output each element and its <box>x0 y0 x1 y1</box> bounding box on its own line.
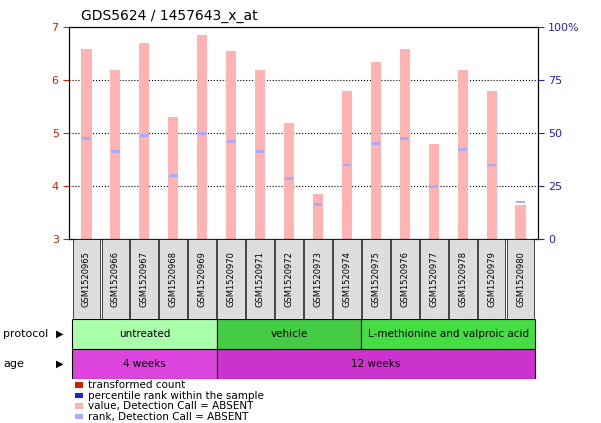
FancyBboxPatch shape <box>275 239 303 319</box>
Bar <box>371 143 380 145</box>
FancyBboxPatch shape <box>333 239 361 319</box>
FancyBboxPatch shape <box>73 239 100 319</box>
Bar <box>313 194 323 239</box>
Text: GSM1520975: GSM1520975 <box>371 251 380 307</box>
Bar <box>140 135 148 137</box>
Text: GSM1520979: GSM1520979 <box>487 251 496 307</box>
FancyBboxPatch shape <box>391 239 419 319</box>
FancyBboxPatch shape <box>449 239 477 319</box>
Bar <box>227 140 236 143</box>
Bar <box>459 148 467 151</box>
Text: GSM1520980: GSM1520980 <box>516 251 525 307</box>
Text: GSM1520978: GSM1520978 <box>458 251 467 307</box>
Bar <box>342 91 352 239</box>
Text: GSM1520969: GSM1520969 <box>198 251 207 307</box>
Text: percentile rank within the sample: percentile rank within the sample <box>88 390 264 401</box>
Text: GSM1520977: GSM1520977 <box>429 251 438 307</box>
Bar <box>284 123 294 239</box>
FancyBboxPatch shape <box>361 319 535 349</box>
Bar <box>343 164 351 166</box>
Text: GSM1520967: GSM1520967 <box>140 251 149 307</box>
Text: value, Detection Call = ABSENT: value, Detection Call = ABSENT <box>88 401 253 411</box>
Bar <box>314 203 322 206</box>
FancyBboxPatch shape <box>72 319 217 349</box>
Bar <box>82 137 91 140</box>
Bar <box>81 49 91 239</box>
Text: vehicle: vehicle <box>270 329 308 339</box>
Bar <box>371 62 381 239</box>
FancyBboxPatch shape <box>159 239 187 319</box>
Bar <box>168 118 178 239</box>
Text: L-methionine and valproic acid: L-methionine and valproic acid <box>368 329 529 339</box>
Bar <box>111 70 120 239</box>
Bar <box>285 177 293 180</box>
FancyBboxPatch shape <box>304 239 332 319</box>
FancyBboxPatch shape <box>217 349 535 379</box>
Text: rank, Detection Call = ABSENT: rank, Detection Call = ABSENT <box>88 412 248 422</box>
Text: GSM1520972: GSM1520972 <box>284 251 293 307</box>
FancyBboxPatch shape <box>188 239 216 319</box>
Bar <box>516 205 526 239</box>
FancyBboxPatch shape <box>478 239 505 319</box>
Text: GSM1520965: GSM1520965 <box>82 251 91 307</box>
FancyBboxPatch shape <box>420 239 448 319</box>
Bar <box>255 70 265 239</box>
FancyBboxPatch shape <box>102 239 129 319</box>
Bar <box>226 51 236 239</box>
Bar <box>256 150 264 153</box>
Text: GSM1520970: GSM1520970 <box>227 251 236 307</box>
Bar <box>457 70 468 239</box>
Text: untreated: untreated <box>118 329 170 339</box>
Bar <box>198 132 207 135</box>
FancyBboxPatch shape <box>72 349 217 379</box>
Text: ▶: ▶ <box>56 359 63 369</box>
Bar <box>429 185 438 187</box>
Text: GSM1520976: GSM1520976 <box>400 251 409 307</box>
Text: protocol: protocol <box>3 329 48 339</box>
Text: GSM1520968: GSM1520968 <box>169 251 178 307</box>
Bar <box>169 174 178 177</box>
Text: age: age <box>3 359 24 369</box>
Bar <box>429 144 439 239</box>
Text: GSM1520974: GSM1520974 <box>343 251 352 307</box>
Bar <box>400 137 409 140</box>
Bar <box>139 44 150 239</box>
Text: 4 weeks: 4 weeks <box>123 359 166 369</box>
Bar <box>111 150 120 153</box>
FancyBboxPatch shape <box>217 319 361 349</box>
FancyBboxPatch shape <box>246 239 274 319</box>
Bar <box>400 49 410 239</box>
Text: GDS5624 / 1457643_x_at: GDS5624 / 1457643_x_at <box>81 9 258 23</box>
Bar <box>487 91 496 239</box>
Text: transformed count: transformed count <box>88 380 185 390</box>
Bar <box>197 36 207 239</box>
FancyBboxPatch shape <box>218 239 245 319</box>
Text: GSM1520966: GSM1520966 <box>111 251 120 307</box>
Text: ▶: ▶ <box>56 329 63 339</box>
FancyBboxPatch shape <box>130 239 158 319</box>
Text: GSM1520971: GSM1520971 <box>255 251 264 307</box>
Text: 12 weeks: 12 weeks <box>351 359 400 369</box>
Bar <box>487 164 496 166</box>
FancyBboxPatch shape <box>507 239 534 319</box>
Text: GSM1520973: GSM1520973 <box>314 251 323 307</box>
FancyBboxPatch shape <box>362 239 389 319</box>
Bar <box>516 201 525 203</box>
